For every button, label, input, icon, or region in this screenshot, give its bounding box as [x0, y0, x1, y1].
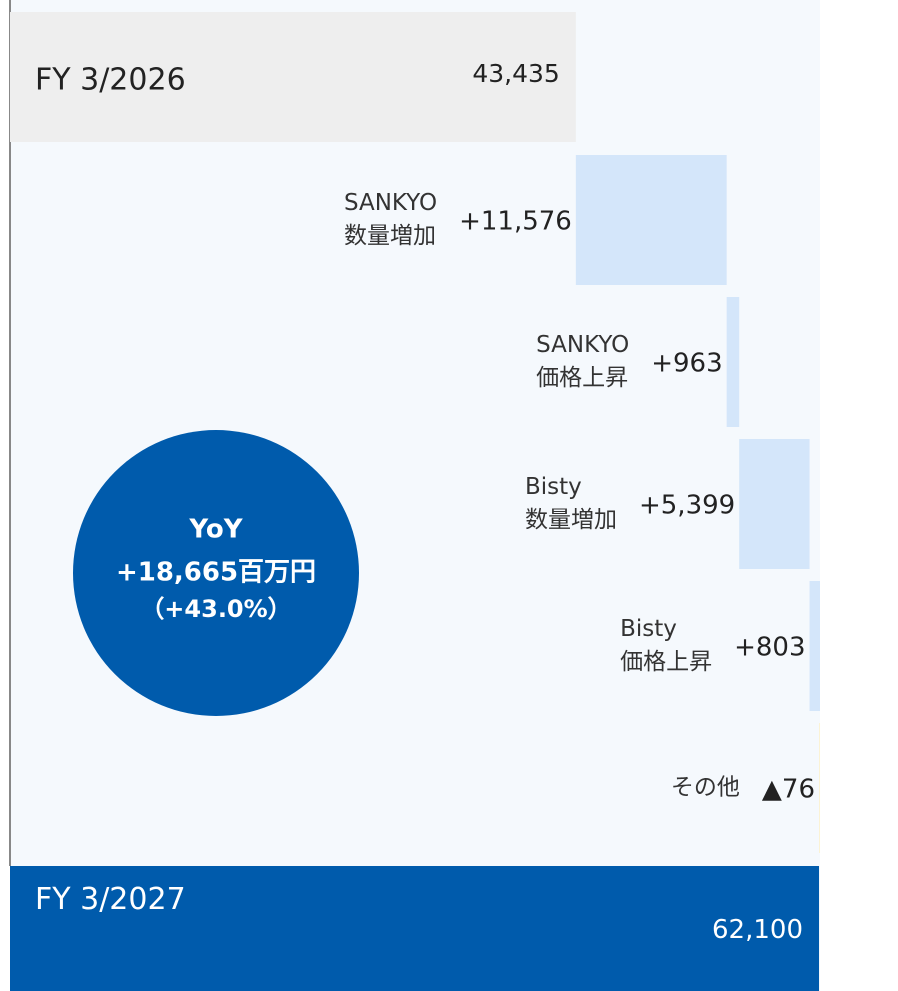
- category-label: 価格上昇: [536, 365, 628, 391]
- value-label: 43,435: [472, 59, 559, 88]
- category-label: 数量増加: [344, 223, 436, 249]
- category-label: Bisty: [525, 474, 582, 500]
- category-label: SANKYO: [344, 190, 437, 216]
- category-label: FY 3/2026: [35, 63, 186, 98]
- value-label: +963: [651, 349, 722, 379]
- category-label: 価格上昇: [620, 649, 712, 675]
- category-label: その他: [671, 775, 740, 801]
- annotation: YoY: [188, 515, 243, 545]
- yoy-circle: [73, 430, 359, 716]
- annotation: （+43.0%）: [140, 595, 291, 623]
- bar: [10, 12, 576, 142]
- annotation: +18,665百万円: [116, 558, 316, 588]
- bar: [575, 155, 727, 285]
- value-label: +5,399: [639, 491, 735, 521]
- bar: [809, 581, 820, 711]
- bar: [739, 439, 810, 569]
- value-label: ▲76: [762, 775, 815, 805]
- value-label: +803: [734, 633, 805, 663]
- value-label: +11,576: [459, 207, 572, 237]
- category-label: FY 3/2027: [35, 882, 186, 917]
- bar: [10, 866, 820, 991]
- value-label: 62,100: [712, 915, 803, 945]
- bar: [726, 297, 740, 427]
- bar: [819, 723, 821, 853]
- category-label: Bisty: [620, 616, 677, 642]
- category-label: SANKYO: [536, 332, 629, 358]
- category-label: 数量増加: [525, 507, 617, 533]
